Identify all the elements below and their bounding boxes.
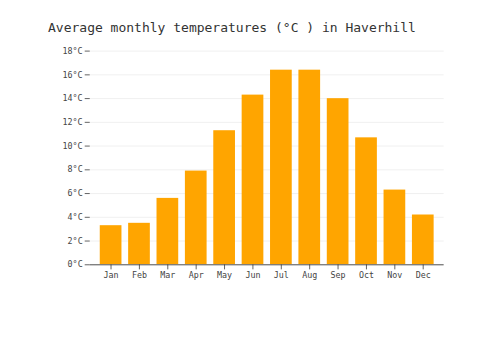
svg-text:Mar: Mar <box>160 270 175 280</box>
svg-text:14°C: 14°C <box>63 93 83 103</box>
svg-text:May: May <box>217 270 232 280</box>
svg-text:Feb: Feb <box>132 270 147 280</box>
svg-text:8°C: 8°C <box>68 164 83 174</box>
svg-text:Dec: Dec <box>416 270 431 280</box>
svg-text:Sep: Sep <box>331 270 346 280</box>
svg-text:10°C: 10°C <box>63 141 83 151</box>
svg-text:6°C: 6°C <box>68 188 83 198</box>
html-text:Average monthly temperatures (: Average monthly temperatures (°C ) in Ha… <box>48 20 416 35</box>
svg-text:Nov: Nov <box>387 270 402 280</box>
svg-text:Jan: Jan <box>104 270 119 280</box>
svg-text:Jul: Jul <box>274 270 289 280</box>
svg-text:Apr: Apr <box>189 270 204 280</box>
svg-text:16°C: 16°C <box>63 70 83 80</box>
svg-text:2°C: 2°C <box>68 236 83 246</box>
svg-text:Oct: Oct <box>359 270 374 280</box>
svg-text:Aug: Aug <box>302 270 317 280</box>
svg-text:Jun: Jun <box>245 270 260 280</box>
svg-text:18°C: 18°C <box>63 46 83 56</box>
svg-text:12°C: 12°C <box>63 117 83 127</box>
svg-text:0°C: 0°C <box>68 259 83 269</box>
svg-text:4°C: 4°C <box>68 212 83 222</box>
